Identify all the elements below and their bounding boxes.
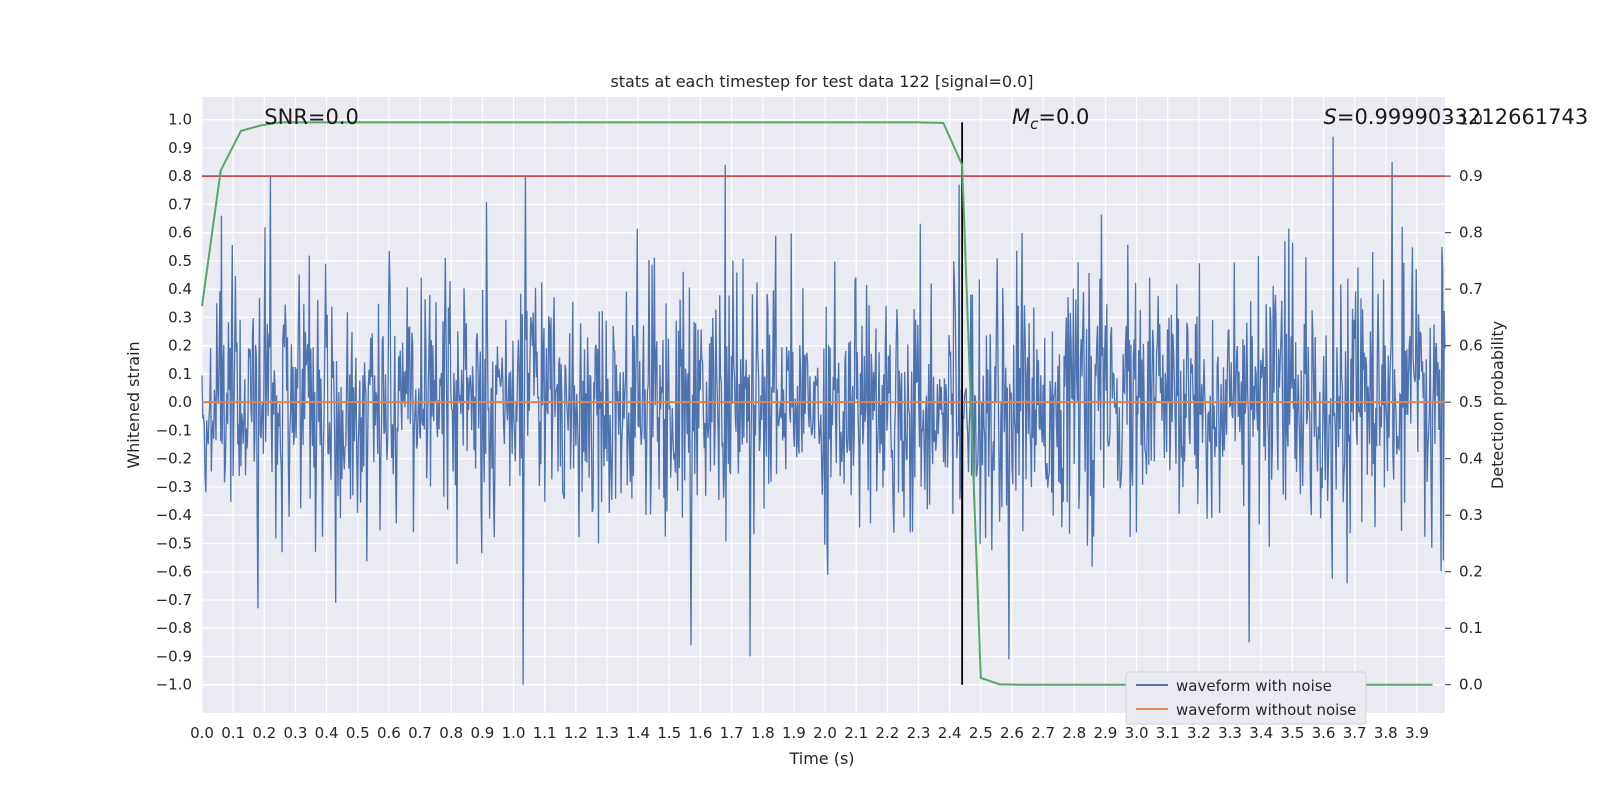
x-tick-label: 2.7: [1031, 724, 1055, 742]
x-tick-label: 2.2: [875, 724, 899, 742]
series-waveform-with-noise: [201, 136, 1446, 685]
x-tick-label: 2.0: [813, 724, 837, 742]
annotation-s-symbol: S: [1324, 105, 1337, 129]
y2-axis-ticks: 1.0 0.9 0.8 0.7 0.6 0.5 0.4 0.3 0.2 0.1 0.0: [1445, 111, 1483, 694]
y-tick-label: 0.3: [168, 308, 192, 326]
y-tick-label: −0.2: [156, 450, 192, 468]
x-tick-label: 2.1: [844, 724, 868, 742]
y2-tick-label: 0.4: [1459, 450, 1483, 468]
y-tick-label: −0.4: [156, 506, 192, 524]
y-tick-label: 0.7: [168, 195, 192, 213]
annotation-snr: SNR=0.0: [264, 105, 359, 129]
x-tick-label: 1.2: [564, 724, 588, 742]
x-tick-label: 2.4: [938, 724, 962, 742]
x-tick-label: 2.9: [1094, 724, 1118, 742]
y-tick-label: 0.6: [168, 224, 192, 242]
x-tick-label: 1.4: [626, 724, 650, 742]
y-tick-label: −0.6: [156, 563, 192, 581]
series-detection-probability: [201, 121, 1433, 686]
y-tick-label: 0.5: [168, 252, 192, 270]
annotation-chirp-mass-subscript: c: [1030, 115, 1039, 133]
legend-label-noise: waveform with noise: [1176, 677, 1332, 695]
y2-tick-label: 0.5: [1459, 393, 1483, 411]
x-tick-label: 0.0: [190, 724, 214, 742]
y2-tick-label: 0.7: [1459, 280, 1483, 298]
y-axis-ticks: 1.0 0.9 0.8 0.7 0.6 0.5 0.4 0.3 0.2 0.1 0.0 −0.1 −0.…: [156, 111, 192, 694]
annotation-chirp-mass-value: =0.0: [1038, 105, 1089, 129]
legend: waveform with noise waveform without noi…: [1125, 671, 1367, 725]
y-tick-label: −0.3: [156, 478, 192, 496]
annotation-chirp-mass-symbol: M: [1012, 105, 1030, 129]
y2-tick-label: 0.9: [1459, 167, 1483, 185]
x-tick-label: 0.8: [439, 724, 463, 742]
y2-tick-label: 0.2: [1459, 563, 1483, 581]
x-tick-label: 0.2: [252, 724, 276, 742]
x-axis-ticks: 0.0 0.1 0.2 0.3 0.4 0.5 0.6 0.7 0.8 0.9 1.0 1.1 1.2 1…: [190, 724, 1429, 742]
y-axis-label: Whitened strain: [124, 341, 143, 468]
y-tick-label: 0.1: [168, 365, 192, 383]
x-tick-label: 1.7: [720, 724, 744, 742]
x-tick-label: 3.1: [1156, 724, 1180, 742]
y2-tick-label: 0.6: [1459, 337, 1483, 355]
x-tick-label: 0.9: [470, 724, 494, 742]
y-tick-label: −0.5: [156, 534, 192, 552]
x-tick-label: 1.1: [533, 724, 557, 742]
x-tick-label: 3.6: [1312, 724, 1336, 742]
x-tick-label: 3.8: [1374, 724, 1398, 742]
x-tick-label: 3.7: [1343, 724, 1367, 742]
legend-box: [1125, 671, 1367, 725]
y-tick-label: −0.8: [156, 619, 192, 637]
x-tick-label: 1.5: [657, 724, 681, 742]
legend-label-clean: waveform without noise: [1176, 701, 1356, 719]
x-tick-label: 0.6: [377, 724, 401, 742]
x-tick-label: 3.2: [1187, 724, 1211, 742]
y-tick-label: −0.7: [156, 591, 192, 609]
x-tick-label: 3.9: [1405, 724, 1429, 742]
x-tick-label: 3.0: [1125, 724, 1149, 742]
x-tick-label: 1.6: [689, 724, 713, 742]
x-tick-label: 0.3: [284, 724, 308, 742]
y-tick-label: 0.0: [168, 393, 192, 411]
y2-tick-label: 1.0: [1459, 111, 1483, 129]
annotation-s-value: S=0.9999033212661743: [1324, 105, 1589, 129]
y-tick-label: 0.4: [168, 280, 192, 298]
y-tick-label: −1.0: [156, 676, 192, 694]
x-tick-label: 3.3: [1218, 724, 1242, 742]
y2-tick-label: 0.8: [1459, 224, 1483, 242]
y-tick-label: 0.2: [168, 337, 192, 355]
x-tick-label: 0.5: [346, 724, 370, 742]
chart-title: stats at each timestep for test data 122…: [610, 72, 1033, 91]
x-tick-label: 2.3: [907, 724, 931, 742]
y2-axis-label: Detection probability: [1488, 321, 1507, 489]
annotation-s-number: =0.9999033212661743: [1337, 105, 1588, 129]
x-tick-label: 1.9: [782, 724, 806, 742]
y-tick-label: 0.8: [168, 167, 192, 185]
y-tick-label: 0.9: [168, 139, 192, 157]
x-tick-label: 0.4: [315, 724, 339, 742]
y2-tick-label: 0.0: [1459, 676, 1483, 694]
x-tick-label: 2.6: [1000, 724, 1024, 742]
x-tick-label: 1.8: [751, 724, 775, 742]
x-axis-label: Time (s): [788, 749, 854, 768]
y-tick-label: −0.1: [156, 421, 192, 439]
x-tick-label: 0.7: [408, 724, 432, 742]
x-tick-label: 3.4: [1249, 724, 1273, 742]
x-tick-label: 3.5: [1280, 724, 1304, 742]
y-tick-label: −0.9: [156, 647, 192, 665]
y2-tick-label: 0.3: [1459, 506, 1483, 524]
x-tick-label: 2.5: [969, 724, 993, 742]
x-tick-label: 1.0: [502, 724, 526, 742]
x-tick-label: 0.1: [221, 724, 245, 742]
series-layer: [201, 121, 1446, 686]
annotations: SNR=0.0 Mc=0.0 S=0.9999033212661743: [264, 105, 1588, 133]
y-tick-label: 1.0: [168, 111, 192, 129]
y2-tick-label: 0.1: [1459, 619, 1483, 637]
x-tick-label: 1.3: [595, 724, 619, 742]
annotation-chirp-mass: Mc=0.0: [1012, 105, 1089, 133]
x-tick-label: 2.8: [1062, 724, 1086, 742]
